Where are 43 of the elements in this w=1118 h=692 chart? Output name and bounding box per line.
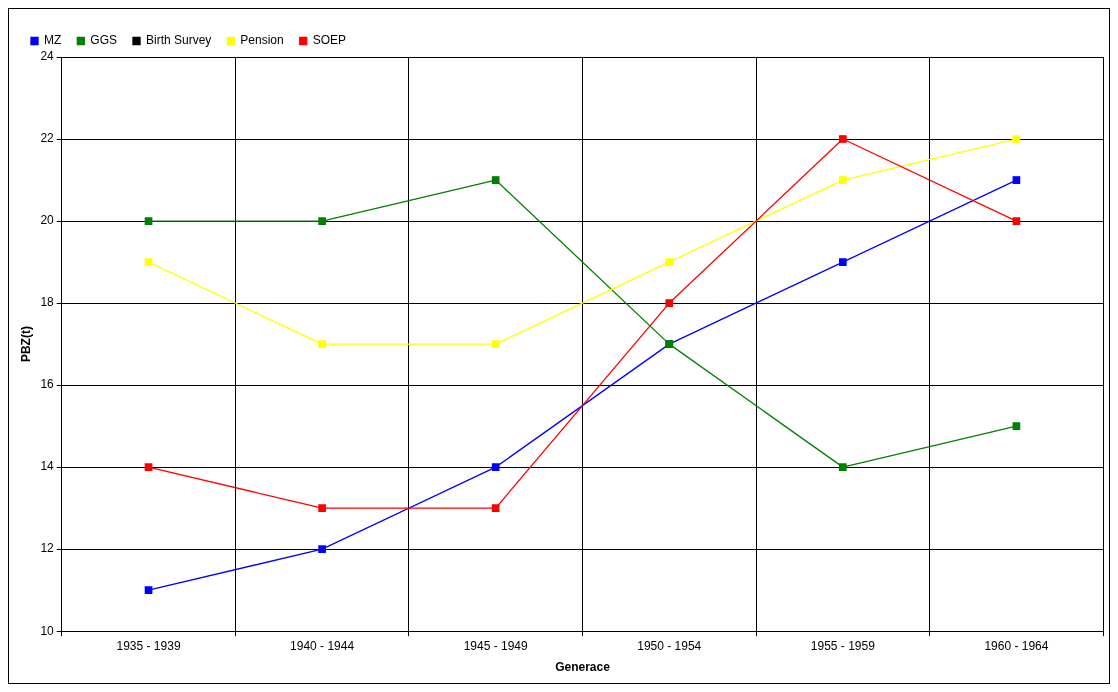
x-tick-label: 1960 - 1964 [984,638,1049,653]
y-tick-label: 22 [40,131,55,146]
point [665,258,674,266]
point [1012,135,1021,143]
legend-label: Pension [240,33,284,48]
point [318,217,326,225]
legend-label: GGS [90,33,117,48]
y-tick-label: 12 [40,541,55,556]
point [318,545,326,553]
point [491,504,500,512]
x-tick-label: 1945 - 1949 [463,638,529,653]
y-axis-title: PBZ(t) [18,326,33,363]
point [144,463,153,471]
point [144,217,153,225]
point [318,340,326,348]
y-tick-label: 10 [40,623,55,638]
point [491,176,500,184]
point [318,504,326,512]
point [144,258,153,266]
point [1012,176,1021,184]
y-tick-label: 20 [40,213,55,228]
x-tick-label: 1950 - 1954 [637,638,702,653]
point [839,135,847,143]
point [491,463,500,471]
y-tick-label: 18 [40,295,55,310]
y-tick-label: 24 [40,49,55,64]
point [839,463,847,471]
legend-label: SOEP [312,33,347,48]
x-axis-title: Generace [555,660,611,675]
legend-label: Birth Survey [146,33,212,48]
y-tick-label: 16 [40,377,55,392]
point [839,258,847,266]
point [1012,217,1021,225]
point [144,586,153,595]
legend-label: MZ [44,33,62,48]
y-tick-label: 14 [40,459,55,474]
x-tick-label: 1940 - 1944 [290,638,355,653]
point [839,176,847,184]
point [491,340,500,348]
x-tick-label: 1955 - 1959 [810,638,876,653]
point [665,299,674,307]
x-tick-label: 1935 - 1939 [116,638,181,653]
point [1012,422,1021,430]
